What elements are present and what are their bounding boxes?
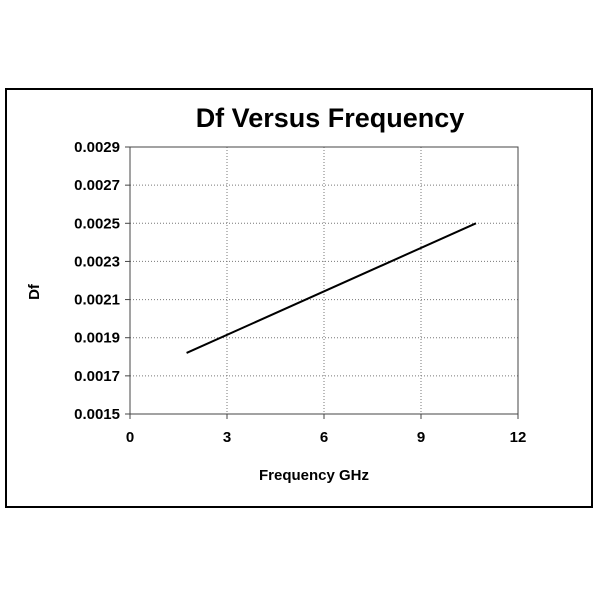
y-tick-label: 0.0025 (74, 215, 120, 232)
x-axis-label: Frequency GHz (259, 467, 369, 484)
y-tick-label: 0.0029 (74, 139, 120, 156)
y-axis-ticks: 0.0015 0.0017 0.0019 0.0021 0.0023 0.0025 0.00… (74, 139, 130, 423)
y-tick-label: 0.0019 (74, 330, 120, 347)
y-tick-label: 0.0023 (74, 253, 120, 270)
y-tick-label: 0.0017 (74, 368, 120, 385)
y-tick-label: 0.0015 (74, 406, 120, 423)
x-tick-label: 0 (126, 429, 134, 446)
x-tick-label: 12 (510, 429, 527, 446)
chart-frame (5, 88, 593, 508)
y-axis-label: Df (26, 283, 43, 300)
series-line (186, 222, 477, 354)
y-tick-label: 0.0027 (74, 177, 120, 194)
grid (130, 147, 518, 414)
x-tick-label: 6 (320, 429, 328, 446)
chart-title: Df Versus Frequency (196, 103, 465, 133)
series-layer (186, 222, 477, 354)
y-tick-label: 0.0021 (74, 292, 120, 309)
x-axis-ticks: 0 3 6 9 12 (126, 414, 527, 446)
x-tick-label: 9 (417, 429, 425, 446)
plot-area (129, 146, 519, 415)
x-tick-label: 3 (223, 429, 231, 446)
